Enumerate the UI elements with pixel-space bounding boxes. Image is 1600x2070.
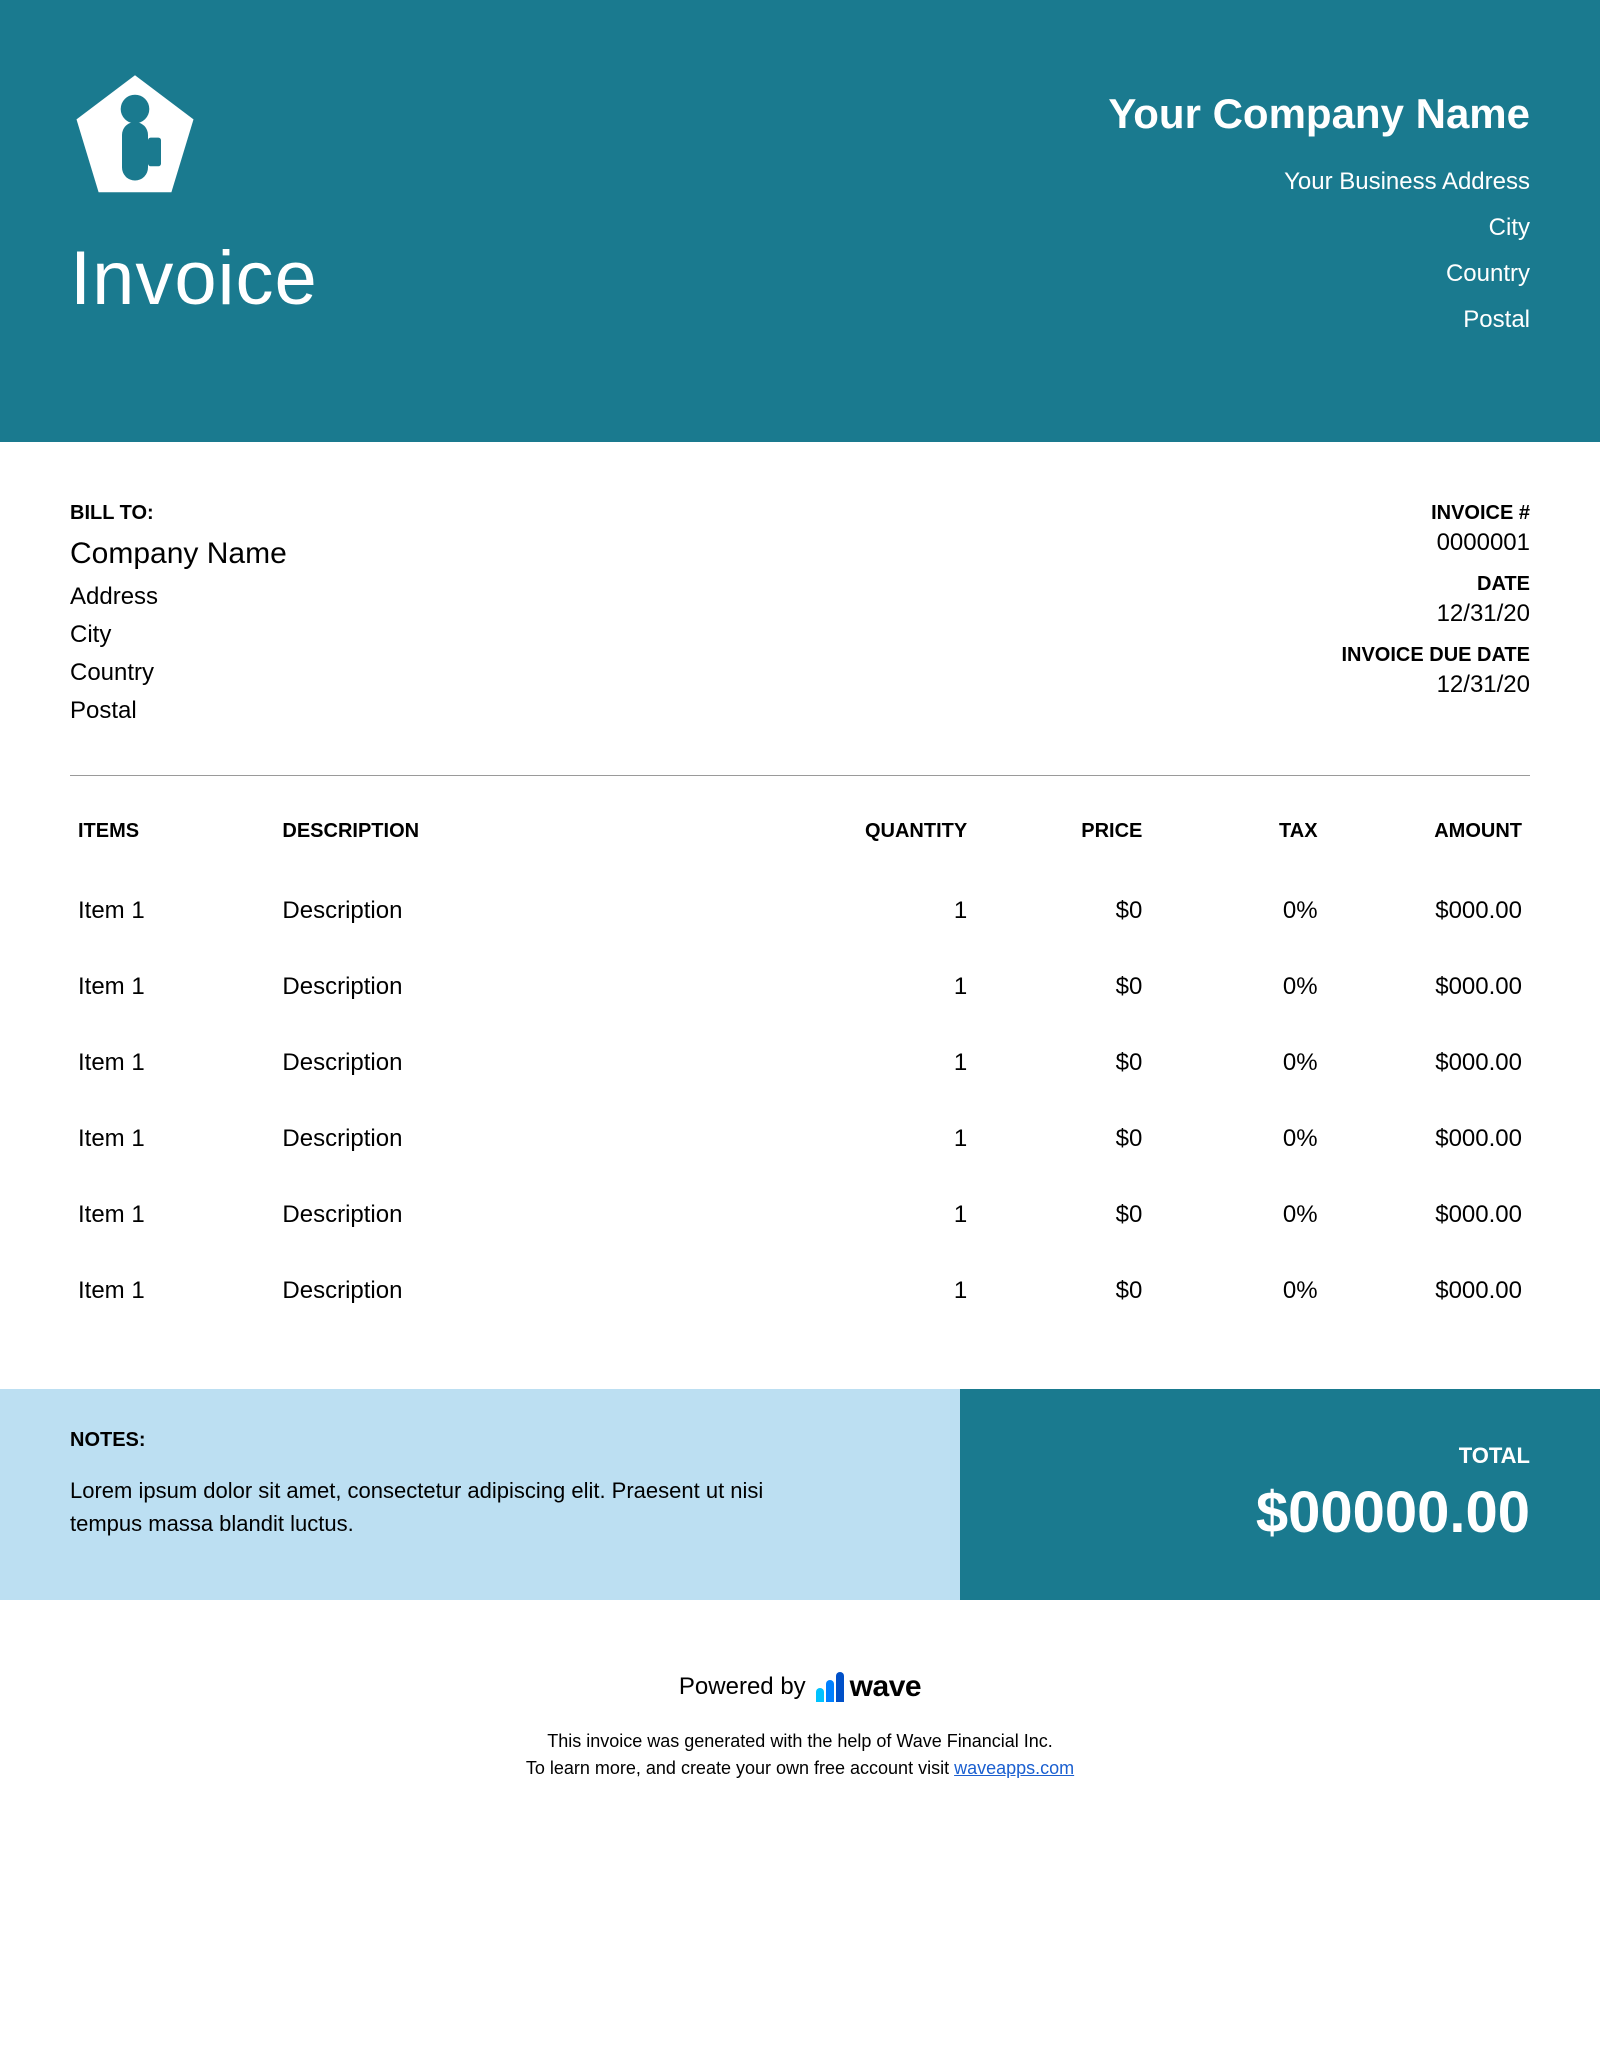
wave-wordmark: wave [850, 1670, 921, 1704]
bill-to-company: Company Name [70, 537, 287, 571]
table-row: Item 1Description1$00%$000.00 [70, 873, 1530, 949]
cell-amount: $000.00 [1326, 949, 1530, 1025]
cell-item: Item 1 [70, 1025, 274, 1101]
cell-amount: $000.00 [1326, 873, 1530, 949]
cell-amount: $000.00 [1326, 1177, 1530, 1253]
invoice-date: 12/31/20 [1341, 600, 1530, 628]
bill-to-line: Address [70, 583, 287, 611]
cell-desc: Description [274, 1101, 800, 1177]
total-label: TOTAL [1000, 1443, 1530, 1469]
bill-to-line: Postal [70, 697, 287, 725]
divider [70, 775, 1530, 776]
company-address-line: City [1108, 214, 1530, 242]
cell-item: Item 1 [70, 1101, 274, 1177]
company-address-line: Postal [1108, 306, 1530, 334]
invoice-number: 0000001 [1341, 529, 1530, 557]
line-items-table: ITEMS DESCRIPTION QUANTITY PRICE TAX AMO… [70, 806, 1530, 1329]
bill-to-label: BILL TO: [70, 502, 287, 525]
company-name: Your Company Name [1108, 90, 1530, 138]
cell-amount: $000.00 [1326, 1101, 1530, 1177]
company-logo-icon [70, 70, 318, 205]
invoice-due-label: INVOICE DUE DATE [1341, 644, 1530, 667]
header-right: Your Company Name Your Business Address … [1108, 90, 1530, 352]
col-amount: AMOUNT [1326, 806, 1530, 873]
cell-qty: 1 [800, 873, 975, 949]
cell-qty: 1 [800, 1177, 975, 1253]
table-header-row: ITEMS DESCRIPTION QUANTITY PRICE TAX AMO… [70, 806, 1530, 873]
cell-qty: 1 [800, 1025, 975, 1101]
powered-by: Powered by wave [70, 1670, 1530, 1704]
cell-item: Item 1 [70, 1177, 274, 1253]
col-qty: QUANTITY [800, 806, 975, 873]
col-price: PRICE [975, 806, 1150, 873]
cell-price: $0 [975, 1253, 1150, 1329]
company-address-line: Country [1108, 260, 1530, 288]
total-panel: TOTAL $00000.00 [960, 1389, 1600, 1600]
notes-panel: NOTES: Lorem ipsum dolor sit amet, conse… [0, 1389, 960, 1600]
table-row: Item 1Description1$00%$000.00 [70, 1101, 1530, 1177]
cell-item: Item 1 [70, 949, 274, 1025]
notes-label: NOTES: [70, 1429, 910, 1452]
cell-tax: 0% [1150, 1101, 1325, 1177]
notes-text: Lorem ipsum dolor sit amet, consectetur … [70, 1474, 826, 1540]
cell-amount: $000.00 [1326, 1025, 1530, 1101]
invoice-number-label: INVOICE # [1341, 502, 1530, 525]
cell-desc: Description [274, 1177, 800, 1253]
cell-desc: Description [274, 949, 800, 1025]
cell-price: $0 [975, 873, 1150, 949]
bill-to-line: Country [70, 659, 287, 687]
cell-price: $0 [975, 1177, 1150, 1253]
bottom-section: NOTES: Lorem ipsum dolor sit amet, conse… [0, 1389, 1600, 1600]
footer-link[interactable]: waveapps.com [954, 1758, 1074, 1778]
cell-tax: 0% [1150, 949, 1325, 1025]
cell-qty: 1 [800, 949, 975, 1025]
table-row: Item 1Description1$00%$000.00 [70, 949, 1530, 1025]
cell-amount: $000.00 [1326, 1253, 1530, 1329]
table-row: Item 1Description1$00%$000.00 [70, 1025, 1530, 1101]
total-amount: $00000.00 [1000, 1479, 1530, 1546]
cell-qty: 1 [800, 1253, 975, 1329]
invoice-meta-section: BILL TO: Company Name Address City Count… [0, 442, 1600, 765]
table-row: Item 1Description1$00%$000.00 [70, 1177, 1530, 1253]
cell-tax: 0% [1150, 873, 1325, 949]
footer-line-2: To learn more, and create your own free … [70, 1755, 1530, 1782]
cell-item: Item 1 [70, 873, 274, 949]
cell-desc: Description [274, 1253, 800, 1329]
cell-tax: 0% [1150, 1025, 1325, 1101]
invoice-header: Invoice Your Company Name Your Business … [0, 0, 1600, 442]
header-left: Invoice [70, 70, 318, 322]
cell-price: $0 [975, 1101, 1150, 1177]
line-items-section: ITEMS DESCRIPTION QUANTITY PRICE TAX AMO… [0, 775, 1600, 1329]
invoice-number-meta: INVOICE # 0000001 DATE 12/31/20 INVOICE … [1341, 502, 1530, 735]
company-address-line: Your Business Address [1108, 168, 1530, 196]
invoice-due: 12/31/20 [1341, 671, 1530, 699]
cell-desc: Description [274, 873, 800, 949]
footer-line-1: This invoice was generated with the help… [70, 1728, 1530, 1755]
cell-item: Item 1 [70, 1253, 274, 1329]
table-row: Item 1Description1$00%$000.00 [70, 1253, 1530, 1329]
cell-tax: 0% [1150, 1253, 1325, 1329]
footer-line-2-prefix: To learn more, and create your own free … [526, 1758, 954, 1778]
cell-desc: Description [274, 1025, 800, 1101]
cell-qty: 1 [800, 1101, 975, 1177]
bill-to: BILL TO: Company Name Address City Count… [70, 502, 287, 735]
invoice-date-label: DATE [1341, 573, 1530, 596]
cell-tax: 0% [1150, 1177, 1325, 1253]
col-desc: DESCRIPTION [274, 806, 800, 873]
col-items: ITEMS [70, 806, 274, 873]
col-tax: TAX [1150, 806, 1325, 873]
wave-logo-icon: wave [816, 1670, 921, 1704]
cell-price: $0 [975, 949, 1150, 1025]
footer: Powered by wave This invoice was generat… [0, 1600, 1600, 1822]
invoice-title: Invoice [70, 235, 318, 322]
cell-price: $0 [975, 1025, 1150, 1101]
powered-by-text: Powered by [679, 1673, 806, 1701]
bill-to-line: City [70, 621, 287, 649]
